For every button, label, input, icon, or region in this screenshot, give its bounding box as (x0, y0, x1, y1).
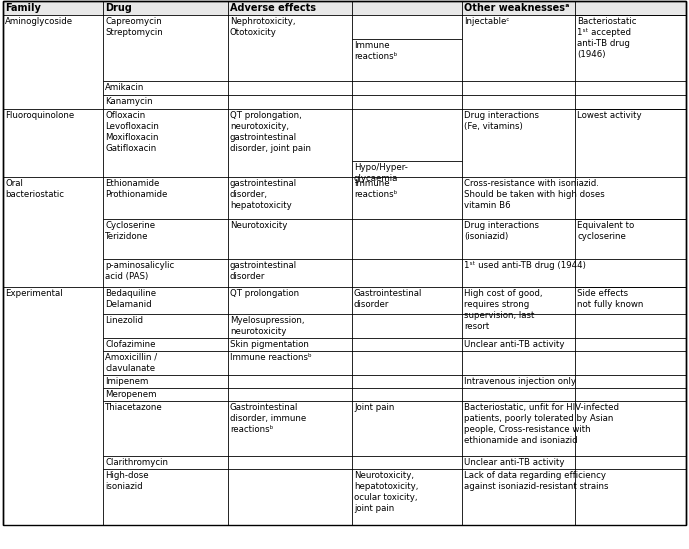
Text: Drug interactions
(isoniazid): Drug interactions (isoniazid) (464, 221, 539, 241)
Text: Joint pain: Joint pain (354, 403, 394, 412)
Text: Amikacin: Amikacin (105, 83, 145, 92)
Text: Unclear anti-TB activity: Unclear anti-TB activity (464, 340, 564, 349)
Text: Side effects
not fully known: Side effects not fully known (577, 289, 644, 309)
Text: Kanamycin: Kanamycin (105, 97, 153, 106)
Text: Nephrotoxicity,
Ototoxicity: Nephrotoxicity, Ototoxicity (230, 17, 296, 37)
Text: Gastrointestinal
disorder: Gastrointestinal disorder (354, 289, 422, 309)
Bar (3, 1, 686, 15)
Text: Ofloxacin
Levofloxacin
Moxifloxacin
Gatifloxacin: Ofloxacin Levofloxacin Moxifloxacin Gati… (105, 111, 159, 153)
Text: Other weaknessesᵃ: Other weaknessesᵃ (464, 3, 569, 13)
Text: Thiacetazone: Thiacetazone (105, 403, 163, 412)
Text: Capreomycin
Streptomycin: Capreomycin Streptomycin (105, 17, 163, 37)
Text: Adverse effects: Adverse effects (230, 3, 316, 13)
Text: Cross-resistance with isoniazid.
Should be taken with high doses
vitamin B6: Cross-resistance with isoniazid. Should … (464, 179, 605, 210)
Text: Neurotoxicity: Neurotoxicity (230, 221, 287, 230)
Text: Equivalent to
cycloserine: Equivalent to cycloserine (577, 221, 635, 241)
Text: Skin pigmentation: Skin pigmentation (230, 340, 309, 349)
Text: Drug interactions
(Fe, vitamins): Drug interactions (Fe, vitamins) (464, 111, 539, 131)
Text: Hypo/Hyper-
glycaemia: Hypo/Hyper- glycaemia (354, 163, 408, 183)
Text: 1ˢᵗ used anti-TB drug (1944): 1ˢᵗ used anti-TB drug (1944) (464, 261, 586, 270)
Text: Meropenem: Meropenem (105, 390, 156, 399)
Text: Cycloserine
Terizidone: Cycloserine Terizidone (105, 221, 155, 241)
Text: Unclear anti-TB activity: Unclear anti-TB activity (464, 458, 564, 467)
Text: High-dose
isoniazid: High-dose isoniazid (105, 471, 149, 491)
Text: Imipenem: Imipenem (105, 377, 148, 386)
Text: Immune
reactionsᵇ: Immune reactionsᵇ (354, 179, 398, 199)
Text: Immune
reactionsᵇ: Immune reactionsᵇ (354, 41, 398, 61)
Text: Lack of data regarding efficiency
against isoniazid-resistant strains: Lack of data regarding efficiency agains… (464, 471, 608, 491)
Text: QT prolongation,
neurotoxicity,
gastrointestinal
disorder, joint pain: QT prolongation, neurotoxicity, gastroin… (230, 111, 311, 153)
Text: Amoxicillin /
clavulanate: Amoxicillin / clavulanate (105, 353, 157, 373)
Text: Bacteriostatic, unfit for HIV-infected
patients, poorly tolerated by Asian
peopl: Bacteriostatic, unfit for HIV-infected p… (464, 403, 619, 445)
Text: QT prolongation: QT prolongation (230, 289, 299, 298)
Text: gastrointestinal
disorder: gastrointestinal disorder (230, 261, 297, 281)
Text: Bacteriostatic
1ˢᵗ accepted
anti-TB drug
(1946): Bacteriostatic 1ˢᵗ accepted anti-TB drug… (577, 17, 637, 59)
Text: Oral
bacteriostatic: Oral bacteriostatic (5, 179, 64, 199)
Text: p-aminosalicylic
acid (PAS): p-aminosalicylic acid (PAS) (105, 261, 174, 281)
Text: Experimental: Experimental (5, 289, 63, 298)
Text: Injectableᶜ: Injectableᶜ (464, 17, 509, 26)
Text: Clarithromycin: Clarithromycin (105, 458, 168, 467)
Text: Myelosupression,
neurotoxicity: Myelosupression, neurotoxicity (230, 316, 305, 336)
Text: Clofazimine: Clofazimine (105, 340, 156, 349)
Text: Linezolid: Linezolid (105, 316, 143, 325)
Text: Aminoglycoside: Aminoglycoside (5, 17, 73, 26)
Text: Family: Family (5, 3, 41, 13)
Text: Lowest activity: Lowest activity (577, 111, 641, 120)
Text: Drug: Drug (105, 3, 132, 13)
Text: Fluoroquinolone: Fluoroquinolone (5, 111, 74, 120)
Text: gastrointestinal
disorder,
hepatotoxicity: gastrointestinal disorder, hepatotoxicit… (230, 179, 297, 210)
Text: Gastrointestinal
disorder, immune
reactionsᵇ: Gastrointestinal disorder, immune reacti… (230, 403, 306, 434)
Text: Neurotoxicity,
hepatotoxicity,
ocular toxicity,
joint pain: Neurotoxicity, hepatotoxicity, ocular to… (354, 471, 418, 513)
Text: Intravenous injection only: Intravenous injection only (464, 377, 576, 386)
Text: Bedaquiline
Delamanid: Bedaquiline Delamanid (105, 289, 156, 309)
Text: Immune reactionsᵇ: Immune reactionsᵇ (230, 353, 311, 362)
Text: Ethionamide
Prothionamide: Ethionamide Prothionamide (105, 179, 167, 199)
Text: High cost of good,
requires strong
supervision, last
resort: High cost of good, requires strong super… (464, 289, 542, 331)
